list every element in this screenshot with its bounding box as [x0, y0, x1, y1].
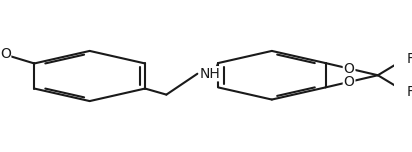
Text: O: O	[0, 47, 11, 61]
Text: F: F	[406, 85, 412, 99]
Text: O: O	[344, 75, 354, 89]
Text: NH: NH	[199, 67, 220, 81]
Text: O: O	[344, 62, 354, 76]
Text: F: F	[406, 52, 412, 66]
